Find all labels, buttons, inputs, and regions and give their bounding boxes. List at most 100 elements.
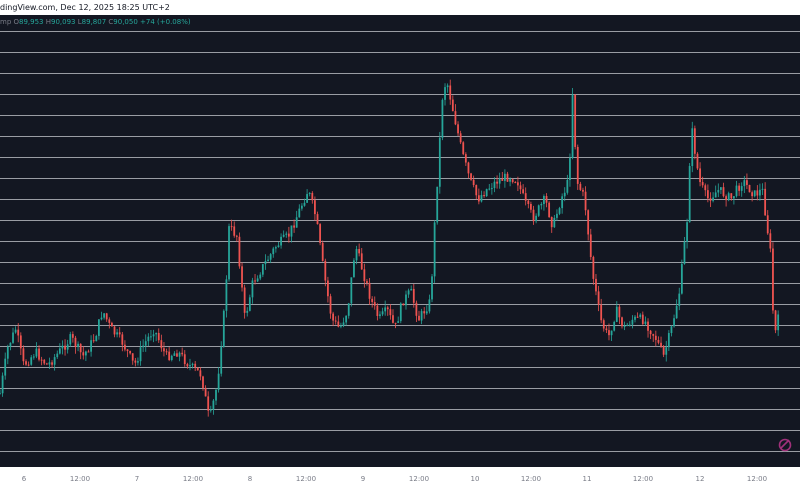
candle-body	[66, 344, 69, 350]
candle-body	[118, 332, 121, 335]
candle-body	[639, 314, 642, 317]
candle-body	[207, 396, 210, 411]
x-tick-label: 8	[248, 475, 252, 483]
x-tick-label: 12:00	[183, 475, 203, 483]
candle-body	[402, 303, 405, 306]
candle-body	[459, 133, 462, 143]
candle-body	[280, 236, 282, 246]
candle-body	[756, 190, 759, 196]
source-text: dingView.com, Dec 12, 2025 18:25 UTC+2	[0, 3, 170, 12]
candle-body	[483, 195, 485, 197]
candle-body	[243, 287, 246, 313]
candle-body	[657, 339, 660, 343]
candle-body	[704, 185, 707, 191]
candle-body	[340, 325, 342, 327]
candle-body	[436, 186, 439, 223]
candle-body	[746, 180, 748, 185]
x-tick-label: 12:00	[70, 475, 90, 483]
price-chart[interactable]: mp O89,953 H90,093 L89,807 C90,050 +74 (…	[0, 15, 800, 467]
candle-body	[449, 85, 452, 100]
candle-body	[32, 356, 35, 358]
candle-body	[425, 311, 428, 314]
candle-body	[623, 325, 626, 327]
candle-body	[488, 188, 491, 190]
candle-body	[532, 209, 535, 222]
candle-body	[748, 184, 751, 193]
candle-body	[649, 330, 652, 335]
tradingview-badge-icon	[778, 438, 792, 452]
candle-body	[295, 217, 298, 228]
x-tick-label: 12:00	[521, 475, 541, 483]
candle-body	[384, 307, 387, 312]
candle-body	[246, 310, 249, 313]
candle-body	[230, 226, 233, 228]
candle-body	[144, 341, 147, 346]
candle-body	[347, 303, 350, 316]
x-tick-label: 12:00	[296, 475, 316, 483]
candle-body	[371, 298, 374, 303]
candle-body	[470, 173, 472, 180]
candle-body	[740, 186, 743, 191]
candle-body	[300, 205, 303, 209]
candle-body	[19, 335, 22, 349]
candle-body	[743, 180, 746, 187]
candle-body	[319, 224, 322, 243]
high-value: 90,093	[51, 18, 76, 26]
candle-body	[251, 280, 254, 298]
candle-body	[701, 182, 704, 186]
candle-body	[181, 352, 184, 355]
candle-body	[678, 293, 681, 306]
candle-body	[571, 94, 574, 159]
x-tick-label: 9	[361, 475, 365, 483]
candle-body	[204, 387, 207, 397]
candle-body	[269, 254, 272, 260]
candle-body	[235, 235, 238, 237]
candle-body	[58, 348, 61, 354]
candle-body	[113, 326, 116, 335]
candle-body	[774, 310, 777, 331]
candle-body	[199, 370, 202, 377]
candle-body	[464, 154, 467, 163]
candle-body	[522, 189, 525, 194]
price-chart-canvas[interactable]	[0, 15, 800, 467]
candle-body	[683, 241, 686, 264]
candle-body	[751, 192, 754, 197]
candle-body	[545, 195, 548, 203]
candle-body	[228, 226, 230, 280]
candle-body	[79, 343, 82, 353]
candle-body	[178, 352, 181, 357]
candle-body	[108, 319, 111, 323]
candle-body	[587, 210, 590, 235]
candle-body	[160, 340, 163, 349]
candle-body	[519, 185, 522, 190]
candle-body	[186, 364, 189, 367]
candle-body	[282, 234, 285, 237]
candle-body	[129, 350, 132, 354]
open-value: 89,953	[19, 18, 44, 26]
candle-body	[0, 393, 1, 395]
candle-body	[392, 315, 394, 323]
candle-body	[490, 188, 493, 190]
candle-body	[4, 358, 7, 376]
candle-body	[157, 332, 160, 341]
candle-body	[759, 189, 761, 196]
candle-body	[77, 343, 79, 348]
candle-body	[303, 202, 306, 206]
candle-body	[420, 311, 423, 321]
candle-body	[238, 236, 241, 267]
x-tick-label: 6	[22, 475, 27, 483]
candle-body	[353, 260, 355, 278]
candle-body	[48, 362, 51, 365]
candle-body	[225, 279, 228, 311]
candle-body	[45, 363, 48, 365]
open-label: O	[13, 18, 20, 26]
candle-body	[730, 193, 733, 199]
candle-body	[472, 179, 475, 186]
candle-body	[493, 181, 496, 189]
candle-body	[717, 189, 720, 193]
candle-body	[498, 178, 501, 184]
candle-body	[660, 342, 662, 347]
candle-body	[358, 249, 361, 254]
candle-body	[524, 193, 527, 201]
candle-body	[311, 192, 314, 201]
